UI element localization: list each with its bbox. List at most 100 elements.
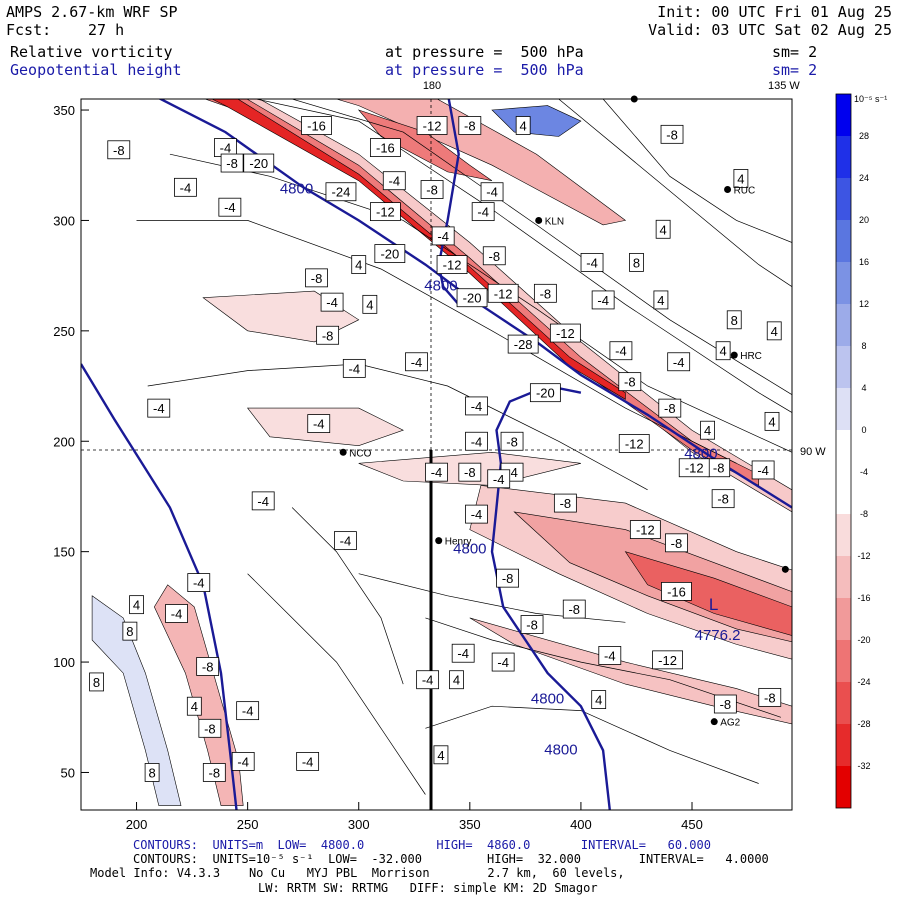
- svg-text:-16: -16: [307, 118, 326, 133]
- vorticity-contour-line: [247, 573, 426, 795]
- colorbar-tick-label: 20: [859, 215, 869, 225]
- lon-135w-label: 135 W: [768, 80, 800, 92]
- svg-text:-8: -8: [226, 156, 238, 171]
- svg-text:-24: -24: [332, 185, 351, 200]
- model-info: Model Info: V4.3.3 No Cu MYJ PBL Morriso…: [90, 866, 625, 880]
- y-tick-label: 50: [61, 765, 75, 780]
- field1-name: Relative vorticity: [10, 43, 173, 61]
- svg-text:-28: -28: [514, 337, 533, 352]
- vorticity-contour-label: -28: [507, 334, 539, 354]
- vorticity-contour-label: 4: [764, 411, 780, 431]
- vorticity-contour-label: -8: [305, 268, 328, 288]
- svg-text:-4: -4: [220, 141, 232, 156]
- svg-text:-16: -16: [376, 141, 395, 156]
- svg-text:-4: -4: [313, 417, 325, 432]
- vorticity-contour-label: -4: [334, 531, 357, 551]
- svg-text:-4: -4: [349, 361, 361, 376]
- station-label: Henry: [445, 537, 472, 548]
- colorbar-tick-label: -20: [857, 635, 870, 645]
- y-tick-label: 100: [53, 655, 75, 670]
- vort-band-jet-core: [211, 99, 626, 400]
- height-contour-label: 4800: [531, 691, 564, 708]
- height-contour-label: 4800: [280, 180, 313, 197]
- svg-text:-4: -4: [171, 606, 183, 621]
- vorticity-contour-label: 8: [89, 672, 104, 692]
- vorticity-contour-label: -12: [436, 255, 468, 275]
- svg-text:-4: -4: [471, 399, 483, 414]
- lon-180-label: 180: [423, 80, 441, 92]
- vorticity-contour-label: 4: [715, 341, 731, 361]
- vort-band-west-positive: [91, 595, 182, 806]
- vorticity-contour-label: -8: [665, 533, 688, 553]
- colorbar-swatch: [836, 178, 851, 220]
- svg-text:-8: -8: [502, 571, 514, 586]
- colorbar-swatch: [836, 430, 851, 472]
- svg-text:-4: -4: [340, 534, 352, 549]
- field2-smoothing: sm= 2: [772, 61, 818, 79]
- vorticity-contour-label: -8: [562, 599, 586, 619]
- vorticity-contour-label: 4: [129, 595, 144, 615]
- lon-90w-label: 90 W: [800, 446, 826, 458]
- vorticity-contour-label: -8: [458, 116, 482, 135]
- vorticity-contour-label: -20: [374, 244, 406, 263]
- svg-text:-4: -4: [257, 494, 269, 509]
- station-label: NCO: [349, 448, 371, 459]
- svg-text:-12: -12: [443, 258, 462, 273]
- y-tick-label: 150: [53, 545, 75, 560]
- model-title: AMPS 2.67-km WRF SP: [6, 3, 178, 21]
- vorticity-contour-label: -4: [165, 604, 188, 623]
- vorticity-contour-label: -8: [618, 372, 642, 392]
- colorbar-swatch: [836, 346, 851, 388]
- colorbar-swatch: [836, 724, 851, 766]
- svg-text:-8: -8: [209, 765, 221, 780]
- svg-text:4: 4: [720, 344, 727, 359]
- svg-text:4: 4: [191, 699, 198, 714]
- vort-band-south-core: [624, 551, 792, 636]
- svg-text:8: 8: [633, 255, 640, 270]
- vorticity-contour-label: -8: [707, 458, 731, 478]
- svg-text:-4: -4: [224, 200, 236, 215]
- svg-text:-4: -4: [497, 655, 509, 670]
- vorticity-contour-label: -4: [465, 431, 488, 451]
- field2-level: at pressure = 500 hPa: [385, 61, 584, 79]
- vorticity-contour-label: 8: [122, 621, 138, 641]
- x-tick-label: 250: [237, 817, 259, 832]
- vorticity-contour-label: -12: [416, 116, 448, 135]
- height-contour-info: CONTOURS: UNITS=m LOW= 4800.0 HIGH= 4860…: [133, 838, 711, 852]
- vorticity-contour-label: -8: [107, 140, 131, 160]
- vorticity-contour-label: 4: [186, 696, 202, 716]
- svg-text:-8: -8: [664, 401, 676, 416]
- svg-text:-4: -4: [411, 355, 423, 370]
- vorticity-contour-line: [290, 99, 792, 396]
- svg-text:-12: -12: [636, 523, 655, 538]
- vorticity-contour-label: -4: [251, 491, 275, 511]
- svg-text:-8: -8: [426, 183, 438, 198]
- vorticity-contour-label: -20: [456, 288, 488, 308]
- vorticity-contour-label: -8: [553, 493, 577, 513]
- vorticity-contour-label: -4: [218, 197, 242, 217]
- svg-text:-8: -8: [624, 375, 636, 390]
- colorbar-swatch: [836, 94, 851, 136]
- vorticity-contour-label: -4: [405, 352, 428, 372]
- svg-text:-12: -12: [658, 653, 677, 668]
- vorticity-contour-label: -4: [580, 252, 604, 272]
- field1-level: at pressure = 500 hPa: [385, 43, 584, 61]
- vorticity-contour-label: -4: [465, 396, 488, 416]
- station-marker: [781, 565, 789, 573]
- colorbar-swatch: [836, 514, 851, 556]
- vorticity-contour-line: [602, 99, 792, 243]
- station-label: KLN: [545, 216, 564, 227]
- svg-text:8: 8: [731, 313, 738, 328]
- vorticity-contour-label: -4: [416, 670, 440, 690]
- station-label: RUC: [734, 186, 756, 197]
- svg-text:-4: -4: [506, 465, 518, 480]
- colorbar-swatch: [836, 640, 851, 682]
- vorticity-contour-label: -8: [316, 325, 340, 345]
- height-contour-label: 4800: [544, 741, 577, 758]
- svg-text:-8: -8: [560, 496, 572, 511]
- vorticity-contour-label: -12: [549, 323, 581, 343]
- vorticity-contour-label: -12: [678, 458, 710, 478]
- svg-text:4: 4: [771, 324, 778, 339]
- svg-text:-12: -12: [556, 326, 575, 341]
